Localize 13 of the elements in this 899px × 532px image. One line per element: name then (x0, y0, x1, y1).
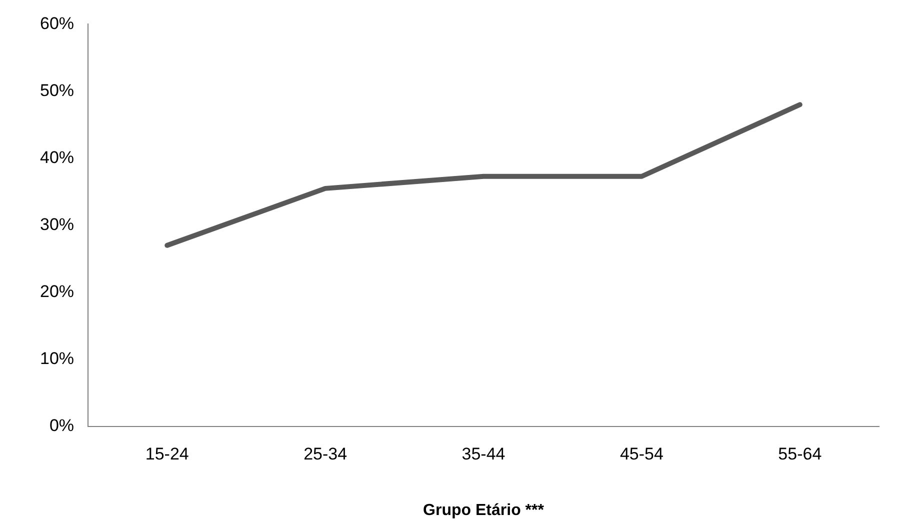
y-tick-label: 10% (40, 349, 74, 368)
y-tick-label: 40% (40, 148, 74, 167)
y-tick-label: 20% (40, 282, 74, 302)
x-tick-label: 55-64 (778, 444, 822, 464)
x-tick-label: 15-24 (145, 444, 189, 464)
x-tick-label: 45-54 (620, 444, 664, 464)
x-tick-label: 25-34 (304, 444, 348, 464)
x-axis-title: Grupo Etário *** (423, 502, 545, 519)
y-tick-label: 0% (49, 416, 74, 436)
x-tick-label: 35-44 (462, 444, 506, 464)
y-tick-label: 30% (40, 214, 74, 234)
y-tick-label: 60% (40, 14, 74, 33)
y-tick-label: 50% (40, 80, 74, 100)
